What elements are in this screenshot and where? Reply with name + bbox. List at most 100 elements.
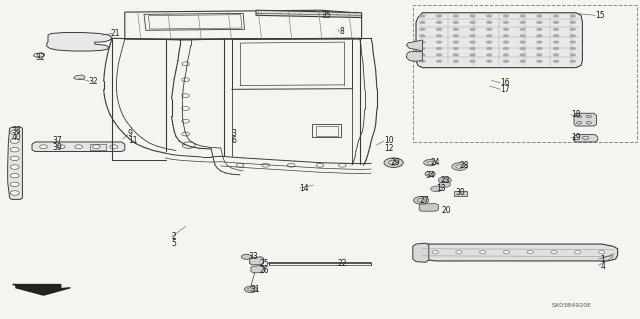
Polygon shape [251, 265, 265, 273]
Circle shape [469, 60, 476, 63]
Polygon shape [416, 244, 618, 261]
Text: 33: 33 [248, 252, 258, 261]
Circle shape [419, 14, 426, 18]
Circle shape [575, 251, 581, 254]
Circle shape [570, 41, 576, 44]
Circle shape [553, 47, 559, 50]
Circle shape [503, 60, 509, 63]
Circle shape [570, 14, 576, 18]
Circle shape [436, 28, 442, 31]
Text: 18: 18 [571, 110, 580, 119]
Text: 24: 24 [430, 158, 440, 167]
Circle shape [486, 53, 492, 56]
Text: 28: 28 [460, 161, 469, 170]
Circle shape [503, 53, 509, 56]
Circle shape [424, 160, 436, 166]
Polygon shape [413, 243, 429, 262]
Circle shape [570, 47, 576, 50]
Text: 13: 13 [436, 184, 445, 193]
Circle shape [10, 165, 19, 169]
Circle shape [92, 145, 100, 149]
Circle shape [486, 14, 492, 18]
Circle shape [436, 14, 442, 18]
Text: 6: 6 [232, 137, 237, 145]
Polygon shape [416, 13, 582, 68]
Circle shape [469, 41, 476, 44]
Circle shape [503, 251, 509, 254]
Circle shape [570, 34, 576, 37]
Text: 11: 11 [128, 137, 138, 145]
Circle shape [520, 47, 526, 50]
Circle shape [431, 186, 442, 192]
Circle shape [553, 53, 559, 56]
Text: 2: 2 [172, 232, 176, 241]
Circle shape [520, 53, 526, 56]
Circle shape [436, 53, 442, 56]
Circle shape [452, 21, 459, 24]
Text: 26: 26 [259, 266, 269, 275]
Text: SX03B4920E: SX03B4920E [552, 303, 591, 308]
Circle shape [536, 53, 543, 56]
Circle shape [452, 14, 459, 18]
Circle shape [10, 147, 19, 152]
Circle shape [452, 47, 459, 50]
Circle shape [553, 14, 559, 18]
Circle shape [452, 163, 467, 170]
Circle shape [553, 34, 559, 37]
Circle shape [110, 145, 118, 149]
Text: 16: 16 [500, 78, 510, 87]
Circle shape [553, 21, 559, 24]
Polygon shape [47, 33, 112, 51]
Circle shape [570, 53, 576, 56]
Circle shape [553, 41, 559, 44]
Polygon shape [32, 142, 125, 152]
Circle shape [570, 21, 576, 24]
Circle shape [439, 182, 451, 187]
Text: 17: 17 [500, 85, 510, 94]
Circle shape [75, 145, 83, 149]
Text: 14: 14 [300, 184, 309, 193]
Text: 9: 9 [128, 130, 133, 138]
Circle shape [536, 21, 543, 24]
Circle shape [425, 171, 435, 176]
Circle shape [384, 158, 403, 167]
Circle shape [520, 60, 526, 63]
Circle shape [503, 28, 509, 31]
Text: 25: 25 [259, 259, 269, 268]
Circle shape [469, 21, 476, 24]
Circle shape [536, 47, 543, 50]
Circle shape [10, 139, 19, 143]
Circle shape [553, 28, 559, 31]
Text: FR.: FR. [41, 285, 51, 290]
Text: 34: 34 [426, 171, 435, 180]
Circle shape [58, 145, 65, 149]
Circle shape [520, 28, 526, 31]
Circle shape [10, 191, 19, 195]
Text: 32: 32 [88, 77, 98, 86]
Text: 1: 1 [600, 255, 605, 263]
Circle shape [436, 60, 442, 63]
Circle shape [527, 251, 534, 254]
Polygon shape [250, 257, 264, 265]
Text: 35: 35 [321, 11, 331, 20]
Circle shape [419, 28, 426, 31]
Circle shape [469, 47, 476, 50]
Circle shape [503, 34, 509, 37]
Circle shape [413, 197, 429, 204]
Circle shape [503, 14, 509, 18]
Text: 30: 30 [456, 189, 465, 197]
Text: 23: 23 [441, 176, 451, 185]
Circle shape [536, 34, 543, 37]
Circle shape [536, 60, 543, 63]
Text: 10: 10 [384, 137, 394, 145]
Circle shape [520, 41, 526, 44]
Polygon shape [125, 10, 362, 39]
Polygon shape [406, 52, 422, 61]
Circle shape [452, 34, 459, 37]
Polygon shape [144, 13, 244, 30]
Text: 20: 20 [442, 206, 451, 215]
Text: 4: 4 [600, 262, 605, 271]
Circle shape [452, 53, 459, 56]
Circle shape [438, 177, 451, 183]
Polygon shape [419, 204, 438, 211]
